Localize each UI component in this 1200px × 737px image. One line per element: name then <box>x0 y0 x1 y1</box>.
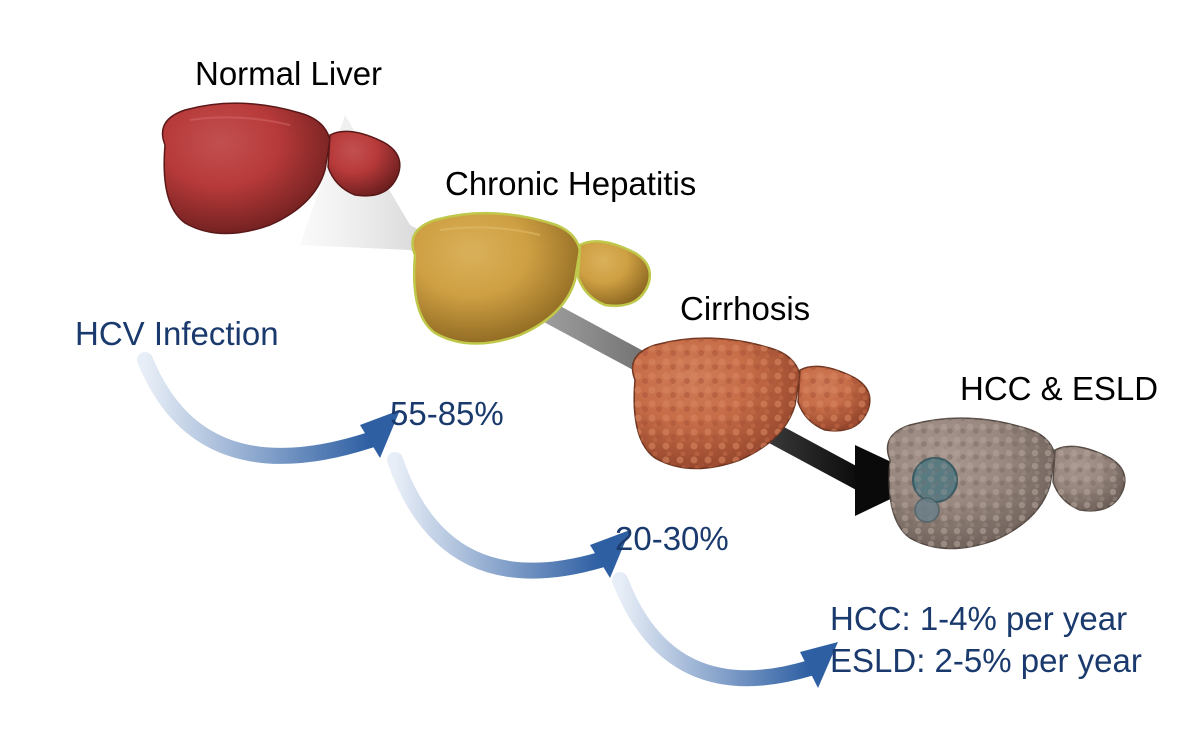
label-rate-esld: ESLD: 2-5% per year <box>830 642 1142 680</box>
label-rate-20-30: 20-30% <box>615 520 729 558</box>
label-hcv-infection: HCV Infection <box>75 315 279 353</box>
label-rate-hcc: HCC: 1-4% per year <box>830 600 1127 638</box>
label-normal-liver: Normal Liver <box>195 55 382 93</box>
label-cirrhosis: Cirrhosis <box>680 290 810 328</box>
label-chronic-hepatitis: Chronic Hepatitis <box>445 165 696 203</box>
label-hcc-esld: HCC & ESLD <box>960 370 1158 408</box>
label-rate-55-85: 55-85% <box>390 395 504 433</box>
